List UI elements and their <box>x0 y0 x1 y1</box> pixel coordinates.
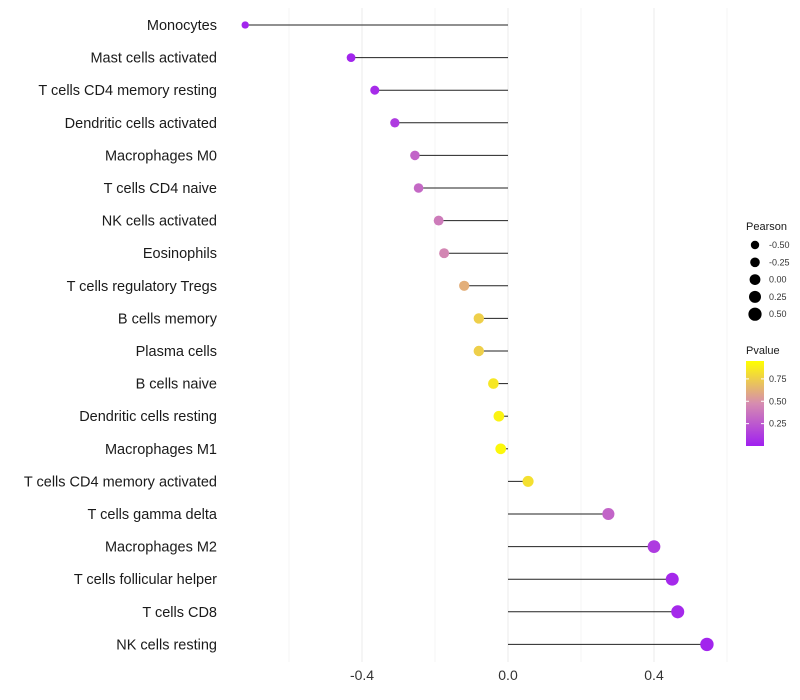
pearson-legend-label: 0.25 <box>769 292 787 302</box>
pearson-legend-key <box>748 307 762 321</box>
category-label: Macrophages M0 <box>105 148 217 164</box>
data-point <box>413 183 424 193</box>
pvalue-colorbar <box>746 361 764 446</box>
pvalue-legend-title: Pvalue <box>746 345 780 357</box>
data-point <box>473 345 485 357</box>
data-point <box>433 215 444 226</box>
category-label: B cells naive <box>136 377 217 393</box>
data-point <box>241 21 249 29</box>
pearson-legend-label: 0.50 <box>769 309 787 319</box>
pearson-legend-key <box>750 240 760 250</box>
category-label: Mast cells activated <box>90 51 217 67</box>
x-axis-tick-labels: -0.4 0.0 0.4 <box>350 667 664 683</box>
category-label: Macrophages M2 <box>105 540 217 556</box>
data-point <box>671 605 685 619</box>
data-point <box>390 118 400 128</box>
data-point <box>522 475 534 487</box>
category-label: Monocytes <box>147 18 217 34</box>
x-tick-label: 0.0 <box>498 667 518 683</box>
data-point <box>410 150 420 161</box>
category-label: Eosinophils <box>143 246 217 262</box>
pearson-legend-title: Pearson <box>746 221 787 233</box>
pvalue-legend-label: 0.25 <box>769 419 787 429</box>
data-point <box>439 248 450 259</box>
pearson-legend: Pearson -0.50 -0.25 0.00 0.25 0.50 <box>746 221 790 321</box>
category-label: T cells regulatory Tregs <box>67 279 217 295</box>
category-label: T cells follicular helper <box>74 572 217 588</box>
pearson-legend-key <box>749 290 761 303</box>
pearson-legend-label: -0.25 <box>769 257 790 267</box>
pearson-legend-key <box>750 257 760 268</box>
pearson-legend-key <box>749 274 761 285</box>
category-label: Dendritic cells resting <box>79 409 217 425</box>
category-label: NK cells activated <box>102 214 217 230</box>
category-label: T cells gamma delta <box>88 507 218 523</box>
data-point <box>647 540 661 553</box>
data-point <box>700 637 714 652</box>
category-label: B cells memory <box>118 311 218 327</box>
category-label: T cells CD8 <box>142 605 217 621</box>
data-point <box>495 443 507 455</box>
category-label: T cells CD4 memory activated <box>24 474 217 490</box>
stems <box>245 24 707 645</box>
data-point <box>493 410 505 422</box>
category-labels: Monocytes Mast cells activated T cells CD4… <box>24 18 218 653</box>
data-point <box>602 507 615 521</box>
data-point <box>473 313 485 324</box>
data-point <box>346 53 356 62</box>
data-point <box>488 378 499 389</box>
category-label: T cells CD4 memory resting <box>38 83 217 99</box>
category-label: Dendritic cells activated <box>65 116 217 132</box>
data-point <box>370 85 380 95</box>
category-label: Plasma cells <box>136 344 217 360</box>
category-label: Macrophages M1 <box>105 442 217 458</box>
points <box>241 21 714 652</box>
category-label: NK cells resting <box>116 637 217 653</box>
x-tick-label: -0.4 <box>350 667 374 683</box>
x-tick-label: 0.4 <box>644 667 664 683</box>
pearson-legend-label: 0.00 <box>769 275 787 285</box>
pvalue-legend: Pvalue 0.25 0.50 0.75 <box>746 345 787 446</box>
data-point <box>459 280 470 291</box>
pearson-legend-label: -0.50 <box>769 240 790 250</box>
pvalue-legend-label: 0.50 <box>769 396 787 406</box>
grid-lines <box>288 8 728 662</box>
category-label: T cells CD4 naive <box>104 181 217 197</box>
pvalue-legend-label: 0.75 <box>769 374 787 384</box>
data-point <box>665 572 679 586</box>
